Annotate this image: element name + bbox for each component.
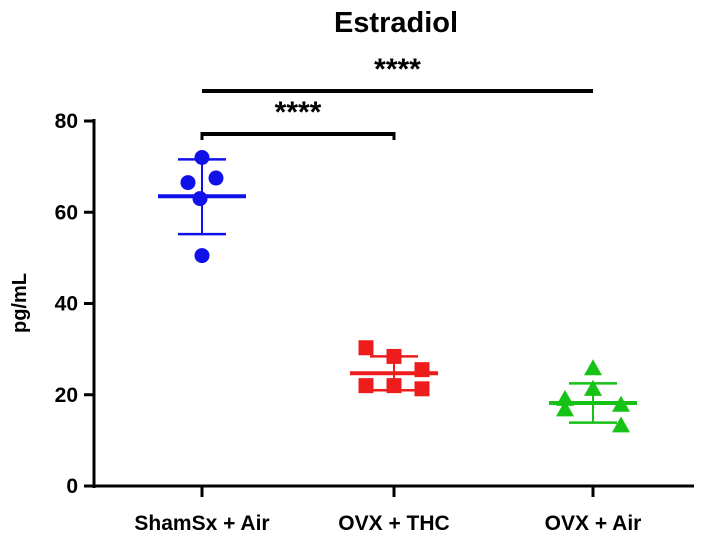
data-point (194, 150, 210, 165)
y-tick-label: 80 (55, 110, 78, 133)
significance-label: **** (275, 96, 322, 129)
data-point (584, 359, 602, 376)
data-point (612, 416, 630, 433)
x-category-label: OVX + Air (545, 512, 642, 535)
data-point (386, 378, 402, 394)
data-point (556, 389, 574, 406)
group-1 (350, 340, 438, 397)
data-point (556, 400, 574, 417)
significance-brackets: **** **** (200, 53, 593, 140)
data-point (208, 170, 224, 186)
y-tick-label: 40 (55, 293, 78, 316)
data-point (386, 348, 402, 364)
data-point (192, 191, 208, 207)
data-point (358, 378, 374, 394)
data-point (194, 248, 210, 264)
y-tick-label: 60 (55, 201, 78, 224)
data-point (612, 395, 630, 412)
data-point (414, 362, 430, 378)
x-category-label: OVX + THC (338, 512, 449, 535)
group-0 (158, 150, 246, 264)
y-tick-label: 0 (66, 475, 78, 498)
x-axis-categories: ShamSx + Air OVX + THC OVX + Air (134, 486, 641, 535)
y-axis-ticks: 0 20 40 60 80 (55, 110, 94, 498)
data-point (180, 175, 196, 191)
group-2 (549, 359, 637, 433)
data-groups (158, 150, 637, 433)
data-point (358, 340, 374, 356)
significance-label: **** (374, 53, 421, 86)
y-axis-label: pg/mL (9, 273, 31, 333)
data-point (414, 381, 430, 397)
chart-title: Estradiol (334, 7, 458, 39)
x-category-label: ShamSx + Air (134, 512, 269, 535)
y-tick-label: 20 (55, 384, 78, 407)
data-point (584, 379, 602, 396)
